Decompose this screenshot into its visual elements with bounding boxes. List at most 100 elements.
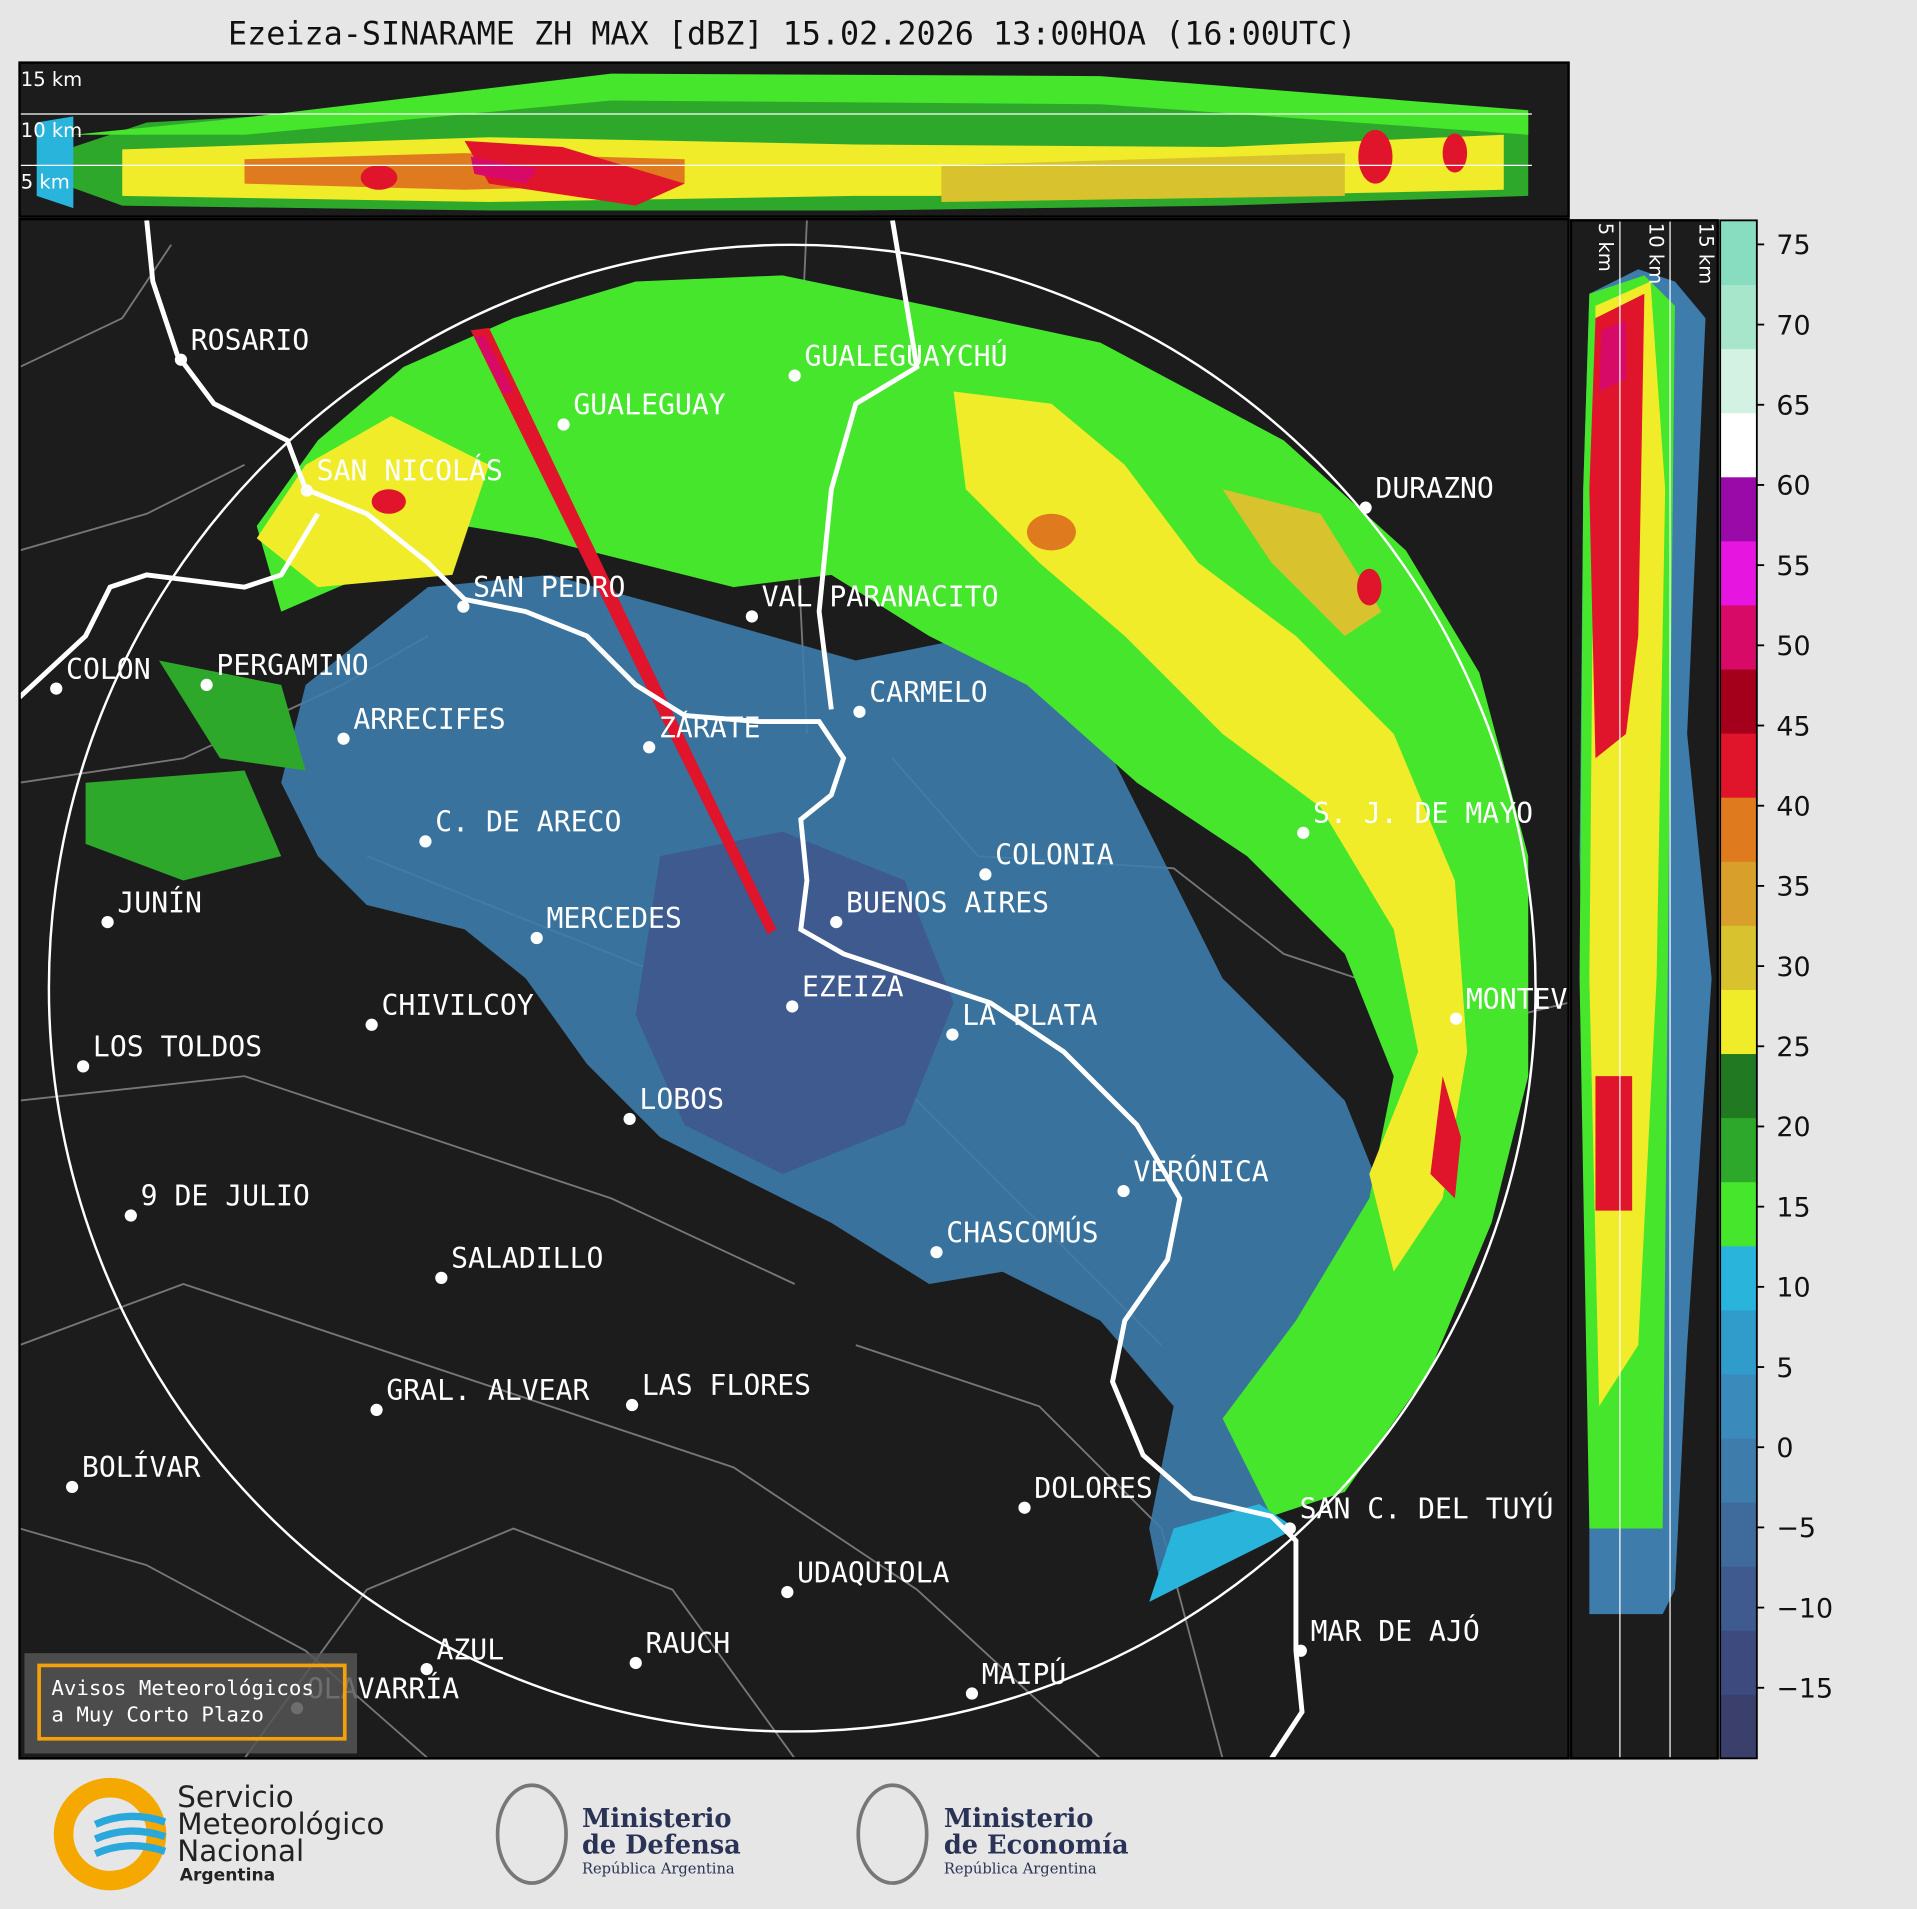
city-label: EZEIZA — [802, 971, 904, 1004]
city-label: GUALEGUAY — [573, 389, 725, 422]
colorbar-band — [1720, 1694, 1757, 1759]
city-label: DOLORES — [1034, 1472, 1152, 1505]
colorbar-tick-label: 70 — [1776, 310, 1810, 341]
city-label: ROSARIO — [191, 324, 309, 357]
colorbar-frame — [1719, 219, 1758, 1760]
colorbar-tick-label: 35 — [1776, 872, 1810, 903]
city-label: LOS TOLDOS — [93, 1031, 262, 1064]
footer-text: Servicio — [177, 1780, 293, 1814]
city-dot — [979, 868, 992, 881]
colorbar-tick-label: 0 — [1776, 1433, 1793, 1464]
colorbar-band — [1720, 733, 1757, 798]
city-label: LAS FLORES — [642, 1369, 811, 1402]
colorbar-tick-label: 50 — [1776, 631, 1810, 662]
colorbar-band — [1720, 1053, 1757, 1119]
colorbar-band — [1720, 1245, 1757, 1311]
city-label: S. J. DE MAYO — [1313, 797, 1533, 830]
city-dot — [1359, 501, 1372, 514]
city-label: CHIVILCOY — [381, 989, 533, 1022]
city-label: LOBOS — [639, 1083, 724, 1116]
footer-text: Argentina — [180, 1866, 275, 1886]
warning-text: Avisos Meteorológicos — [51, 1676, 314, 1700]
colorbar-band — [1720, 348, 1757, 414]
city-dot — [435, 1271, 448, 1284]
footer-text: República Argentina — [944, 1860, 1097, 1877]
city-label: C. DE ARECO — [435, 806, 621, 839]
city-dot — [337, 732, 350, 745]
city-dot — [1294, 1644, 1307, 1657]
city-dot — [965, 1687, 979, 1700]
warning-box[interactable] — [37, 1663, 347, 1741]
city-dot — [420, 1662, 433, 1676]
title: Ezeiza-SINARAME ZH MAX [dBZ] 15.02.2026 … — [228, 16, 1356, 52]
colorbar-tick-label: 20 — [1776, 1112, 1810, 1143]
city-dot — [50, 682, 63, 695]
footer-text: Meteorológico — [177, 1807, 384, 1841]
footer-text: Ministerio — [582, 1804, 732, 1834]
height-label: 5 km — [21, 171, 70, 194]
height-label: 10 km — [21, 119, 82, 142]
city-label: VERÓNICA — [1133, 1154, 1268, 1188]
city-label: UDAQUIOLA — [797, 1556, 949, 1589]
city-dot — [124, 1209, 137, 1222]
colorbar-tick-label: 55 — [1776, 551, 1810, 582]
colorbar-band — [1720, 1181, 1757, 1247]
warning-box-bg — [24, 1653, 357, 1754]
city-dot — [370, 1403, 383, 1417]
city-label: PERGAMINO — [216, 649, 368, 682]
city-dot — [786, 1000, 799, 1013]
height-label: 10 km — [1644, 223, 1667, 284]
city-label: SAN NICOLÁS — [317, 454, 503, 488]
side-cross-section — [1571, 220, 1718, 1759]
colorbar-tick-label: 65 — [1776, 391, 1810, 422]
city-dot — [174, 353, 188, 366]
city-dot — [77, 1060, 90, 1073]
city-label: SALADILLO — [451, 1242, 603, 1275]
city-label: ARRECIFES — [353, 703, 505, 736]
colorbar-band — [1720, 476, 1757, 542]
city-label: 9 DE JULIO — [141, 1180, 310, 1213]
city-label: SAN C. DEL TUYÚ — [1300, 1492, 1554, 1526]
city-label: COLONIA — [995, 839, 1114, 872]
city-dot — [457, 600, 470, 613]
city-dot — [1283, 1522, 1296, 1535]
colorbar-tick-label: −15 — [1776, 1674, 1833, 1705]
city-label: MAIPÚ — [982, 1657, 1067, 1691]
city-dot — [1297, 826, 1310, 839]
city-dot — [365, 1018, 378, 1031]
city-dot — [643, 741, 656, 754]
colorbar-band — [1720, 284, 1757, 350]
city-label: GUALEGUAYCHÚ — [804, 339, 1007, 373]
city-label: AZUL — [436, 1633, 504, 1666]
footer: Servicio Meteorológico Nacional Argentin… — [53, 1777, 1129, 1891]
colorbar-tick-label: 40 — [1776, 791, 1810, 822]
colorbar-band — [1720, 1373, 1757, 1439]
city-label: MAR DE AJÓ — [1311, 1614, 1480, 1648]
footer-text: de Economía — [944, 1831, 1129, 1861]
colorbar-band — [1720, 412, 1757, 478]
city-dot — [830, 915, 843, 929]
city-label: BOLÍVAR — [82, 1450, 201, 1484]
warning-text: a Muy Corto Plazo — [51, 1703, 264, 1727]
colorbar-band — [1720, 1117, 1757, 1183]
colorbar-tick-label: 75 — [1776, 230, 1810, 261]
colorbar-tick-label: 5 — [1776, 1353, 1793, 1384]
footer-text: Ministerio — [944, 1804, 1094, 1834]
city-dot — [66, 1480, 79, 1494]
city-dot — [300, 484, 313, 497]
colorbar-band — [1720, 1566, 1757, 1631]
city-label: GRAL. ALVEAR — [386, 1374, 589, 1407]
colorbar-band — [1720, 797, 1757, 862]
city-dot — [101, 915, 114, 929]
map-frame — [18, 217, 1570, 1760]
city-label: LA PLATA — [962, 999, 1097, 1032]
colorbar-band — [1720, 861, 1757, 926]
colorbar-tick-label: 15 — [1776, 1192, 1810, 1223]
map: ROSARIO GUALEGUAYCHÚ GUALEGUAY SAN NICOLÁS D… — [19, 219, 1569, 1759]
city-dot — [781, 1585, 794, 1599]
colorbar-band — [1720, 1502, 1757, 1567]
colorbar-band — [1720, 1437, 1757, 1503]
city-dot — [946, 1028, 959, 1041]
